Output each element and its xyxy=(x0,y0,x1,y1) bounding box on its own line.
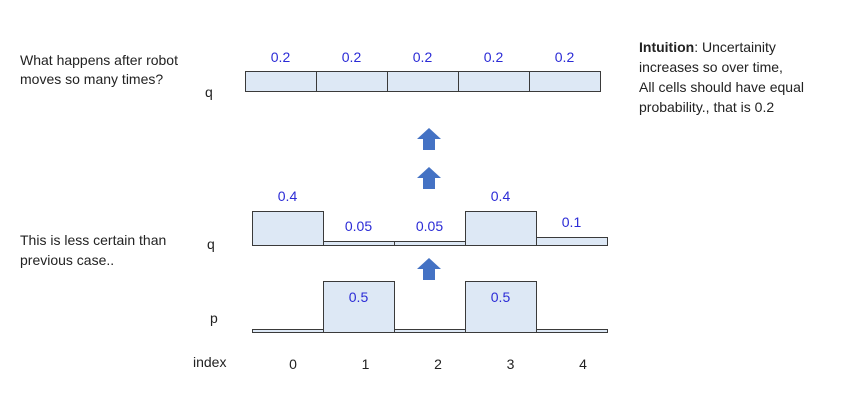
p-value-label: 0.5 xyxy=(348,289,369,305)
q-bar xyxy=(536,237,608,246)
q-value-label: 0.05 xyxy=(344,218,373,234)
row-label-p: p xyxy=(210,310,218,326)
index-number: 4 xyxy=(579,356,587,372)
less-certain-line-2: previous case.. xyxy=(20,252,115,268)
index-number: 2 xyxy=(434,356,442,372)
p-bar xyxy=(252,329,324,333)
p-value-label: 0.5 xyxy=(490,289,511,305)
uniform-value-label: 0.2 xyxy=(270,49,291,65)
uniform-value-label: 0.2 xyxy=(412,49,433,65)
intuition-text-1: : Uncertainity xyxy=(694,39,776,55)
q-bar xyxy=(323,241,395,246)
question-line-1: What happens after robot xyxy=(20,52,178,68)
q-bar xyxy=(252,211,324,246)
p-bar xyxy=(394,329,466,333)
row-label-q: q xyxy=(207,236,215,252)
p-bar xyxy=(465,281,537,333)
uniform-value-label: 0.2 xyxy=(554,49,575,65)
uniform-cell xyxy=(387,71,459,92)
row-label-q-final: q xyxy=(205,84,213,100)
intuition-line-4: probability., that is 0.2 xyxy=(639,99,775,115)
uniform-cell xyxy=(316,71,388,92)
index-number: 3 xyxy=(506,356,515,372)
up-arrow-icon xyxy=(417,167,441,189)
q-value-label: 0.1 xyxy=(561,214,582,230)
uniform-cell xyxy=(529,71,601,92)
q-value-label: 0.4 xyxy=(277,188,298,204)
q-bar xyxy=(394,241,466,246)
uniform-cell xyxy=(458,71,530,92)
intuition-line-1: Intuition: Uncertainity xyxy=(639,38,776,57)
p-bar xyxy=(536,329,608,333)
up-arrow-icon xyxy=(417,128,441,150)
index-number: 1 xyxy=(361,356,370,372)
q-value-label: 0.05 xyxy=(415,218,444,234)
q-bar xyxy=(465,211,537,246)
less-certain-line-1: This is less certain than xyxy=(20,232,167,248)
intuition-line-3: All cells should have equal xyxy=(639,79,804,95)
up-arrow-icon xyxy=(417,258,441,280)
uniform-value-label: 0.2 xyxy=(483,49,504,65)
uniform-cell xyxy=(245,71,317,92)
index-number: 0 xyxy=(289,356,297,372)
index-label: index xyxy=(193,354,227,370)
p-bar xyxy=(323,281,395,333)
uniform-value-label: 0.2 xyxy=(341,49,362,65)
intuition-label: Intuition xyxy=(639,39,695,55)
intuition-line-2: increases so over time, xyxy=(639,59,783,75)
question-line-2: moves so many times? xyxy=(20,71,164,87)
q-value-label: 0.4 xyxy=(490,188,511,204)
